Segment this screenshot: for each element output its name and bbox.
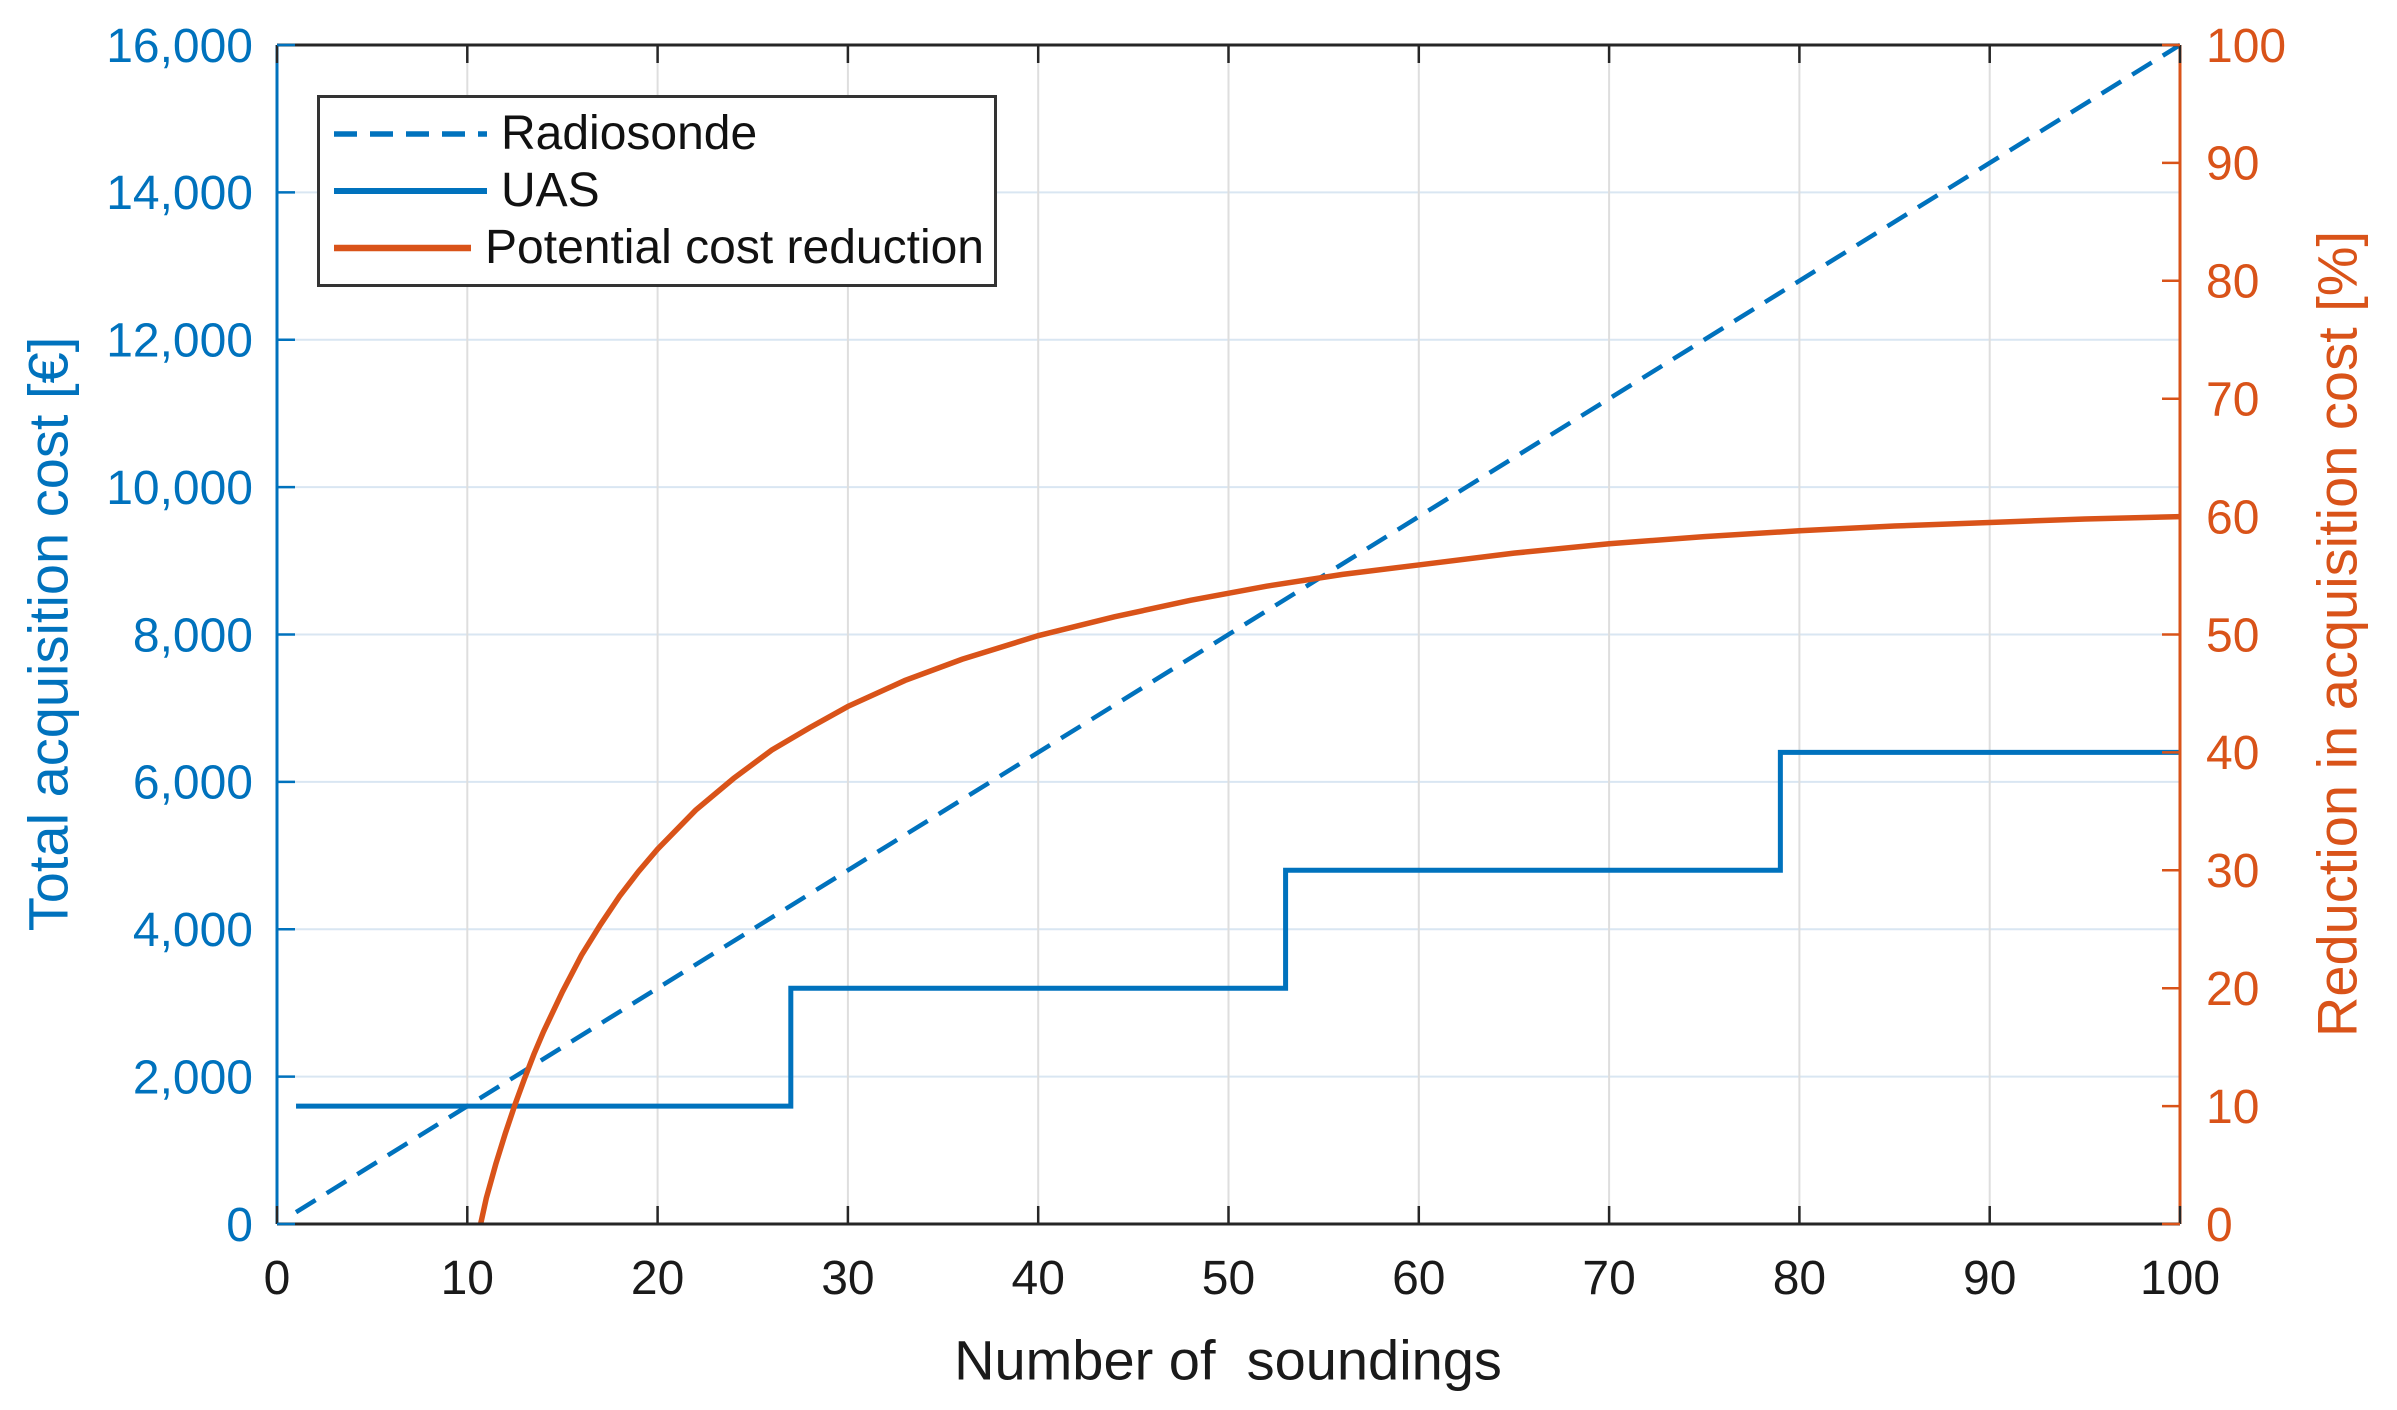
right-y-tick-label: 40	[2206, 727, 2259, 780]
legend-item: Potential cost reduction	[334, 220, 984, 274]
uas-line	[296, 749, 2180, 1109]
potential-cost-reduction-line	[477, 513, 2181, 1225]
left-y-tick-label: 8,000	[133, 609, 253, 662]
right-y-tick-label: 80	[2206, 256, 2259, 309]
legend-item: Radiosonde	[334, 110, 984, 158]
legend-label: Potential cost reduction	[485, 220, 984, 274]
left-y-tick-label: 10,000	[106, 462, 253, 515]
legend-solid-line-swatch	[334, 244, 472, 251]
right-y-tick-label: 60	[2206, 491, 2259, 544]
legend-label: UAS	[501, 163, 600, 217]
x-tick-label: 70	[1582, 1252, 1635, 1305]
x-tick-label: 10	[441, 1252, 494, 1305]
x-tick-label: 80	[1773, 1252, 1826, 1305]
legend-dashed-line-swatch	[334, 131, 487, 138]
legend-solid-line-swatch	[334, 187, 487, 194]
right-y-tick-label: 100	[2206, 20, 2286, 73]
right-y-tick-label: 50	[2206, 609, 2259, 662]
left-y-tick-label: 16,000	[106, 20, 253, 73]
legend: Radiosonde UAS Potential cost reduction	[317, 95, 997, 287]
right-y-tick-label: 20	[2206, 963, 2259, 1016]
left-y-tick-label: 2,000	[133, 1051, 253, 1104]
right-y-tick-label: 10	[2206, 1081, 2259, 1134]
right-y-tick-label: 70	[2206, 374, 2259, 427]
left-y-tick-label: 6,000	[133, 757, 253, 810]
left-y-tick-label: 12,000	[106, 315, 253, 368]
radiosonde-line	[294, 43, 2182, 1215]
x-tick-label: 50	[1202, 1252, 1255, 1305]
x-tick-label: 100	[2140, 1252, 2220, 1305]
legend-label: Radiosonde	[501, 107, 758, 161]
left-y-tick-label: 0	[226, 1199, 253, 1252]
x-tick-label: 30	[821, 1252, 874, 1305]
right-y-tick-label: 90	[2206, 138, 2259, 191]
left-y-axis-title: Total acquisition cost [€]	[16, 336, 80, 932]
x-tick-label: 60	[1392, 1252, 1445, 1305]
x-tick-label: 0	[264, 1252, 291, 1305]
right-y-axis-title: Reduction in acquisition cost [%]	[2305, 230, 2369, 1038]
left-y-tick-label: 14,000	[106, 167, 253, 220]
x-tick-label: 90	[1963, 1252, 2016, 1305]
right-y-tick-label: 30	[2206, 845, 2259, 898]
x-axis-title: Number of soundings	[954, 1328, 1502, 1392]
left-y-tick-label: 4,000	[133, 904, 253, 957]
x-tick-label: 20	[631, 1252, 684, 1305]
legend-item: UAS	[334, 163, 984, 217]
x-tick-label: 40	[1012, 1252, 1065, 1305]
right-y-tick-label: 0	[2206, 1199, 2233, 1252]
